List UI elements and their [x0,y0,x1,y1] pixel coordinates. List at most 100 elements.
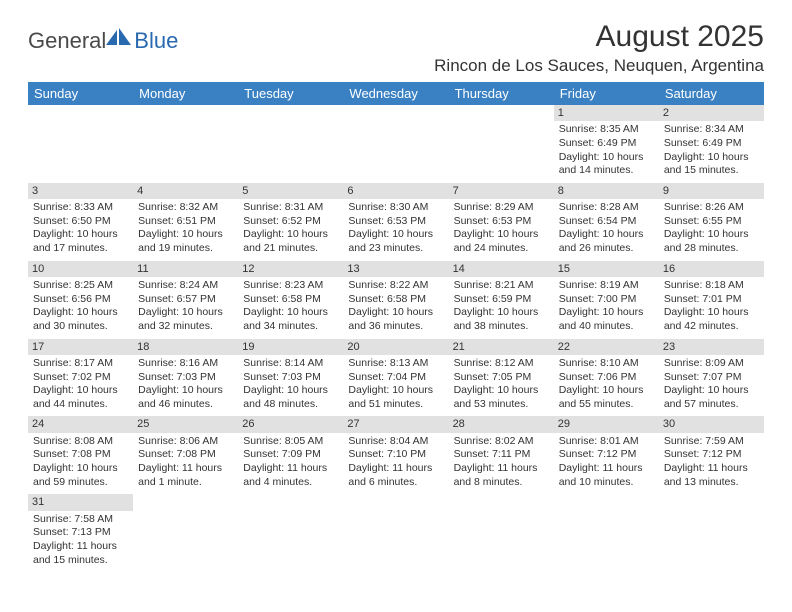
day-number: 2 [659,105,764,121]
day-number: 9 [659,183,764,199]
title-block: August 2025 Rincon de Los Sauces, Neuque… [434,20,764,76]
day-number: 8 [554,183,659,199]
sunset-text: Sunset: 6:52 PM [243,215,338,229]
dl1-text: Daylight: 10 hours [138,384,233,398]
sunset-text: Sunset: 7:12 PM [664,448,759,462]
day-number: 23 [659,339,764,355]
calendar-cell: 25Sunrise: 8:06 AMSunset: 7:08 PMDayligh… [133,416,238,494]
weekday-header: Wednesday [343,82,448,105]
dl1-text: Daylight: 11 hours [138,462,233,476]
day-number: 3 [28,183,133,199]
dl1-text: Daylight: 10 hours [559,306,654,320]
dl1-text: Daylight: 10 hours [33,462,128,476]
dl1-text: Daylight: 10 hours [138,306,233,320]
sunrise-text: Sunrise: 8:33 AM [33,201,128,215]
calendar-cell: 8Sunrise: 8:28 AMSunset: 6:54 PMDaylight… [554,183,659,261]
day-number: 22 [554,339,659,355]
dl2-text: and 30 minutes. [33,320,128,334]
dl2-text: and 17 minutes. [33,242,128,256]
sunrise-text: Sunrise: 8:09 AM [664,357,759,371]
day-number: 24 [28,416,133,432]
weekday-header: Saturday [659,82,764,105]
dl2-text: and 36 minutes. [348,320,443,334]
dl2-text: and 59 minutes. [33,476,128,490]
dl2-text: and 55 minutes. [559,398,654,412]
calendar-cell: 28Sunrise: 8:02 AMSunset: 7:11 PMDayligh… [449,416,554,494]
sunrise-text: Sunrise: 8:35 AM [559,123,654,137]
dl1-text: Daylight: 10 hours [348,228,443,242]
dl1-text: Daylight: 10 hours [138,228,233,242]
sunrise-text: Sunrise: 8:06 AM [138,435,233,449]
calendar-week-row: 17Sunrise: 8:17 AMSunset: 7:02 PMDayligh… [28,339,764,417]
dl1-text: Daylight: 10 hours [664,151,759,165]
day-number: 15 [554,261,659,277]
dl2-text: and 46 minutes. [138,398,233,412]
dl2-text: and 34 minutes. [243,320,338,334]
calendar-cell: 10Sunrise: 8:25 AMSunset: 6:56 PMDayligh… [28,261,133,339]
dl2-text: and 51 minutes. [348,398,443,412]
sunrise-text: Sunrise: 8:17 AM [33,357,128,371]
sunset-text: Sunset: 6:55 PM [664,215,759,229]
dl1-text: Daylight: 11 hours [33,540,128,554]
sail-icon [106,28,132,46]
dl2-text: and 10 minutes. [559,476,654,490]
day-number: 14 [449,261,554,277]
dl2-text: and 53 minutes. [454,398,549,412]
calendar-cell: 22Sunrise: 8:10 AMSunset: 7:06 PMDayligh… [554,339,659,417]
weekday-header: Friday [554,82,659,105]
dl1-text: Daylight: 10 hours [664,384,759,398]
sunset-text: Sunset: 6:49 PM [559,137,654,151]
day-number: 1 [554,105,659,121]
sunrise-text: Sunrise: 8:02 AM [454,435,549,449]
dl2-text: and 26 minutes. [559,242,654,256]
calendar-cell: 16Sunrise: 8:18 AMSunset: 7:01 PMDayligh… [659,261,764,339]
dl2-text: and 28 minutes. [664,242,759,256]
day-number: 5 [238,183,343,199]
dl2-text: and 21 minutes. [243,242,338,256]
sunset-text: Sunset: 7:06 PM [559,371,654,385]
day-number: 6 [343,183,448,199]
sunrise-text: Sunrise: 8:31 AM [243,201,338,215]
dl1-text: Daylight: 10 hours [348,306,443,320]
sunset-text: Sunset: 7:03 PM [138,371,233,385]
calendar-week-row: 3Sunrise: 8:33 AMSunset: 6:50 PMDaylight… [28,183,764,261]
calendar-cell: 21Sunrise: 8:12 AMSunset: 7:05 PMDayligh… [449,339,554,417]
dl2-text: and 24 minutes. [454,242,549,256]
dl2-text: and 32 minutes. [138,320,233,334]
calendar-cell: 18Sunrise: 8:16 AMSunset: 7:03 PMDayligh… [133,339,238,417]
dl2-text: and 44 minutes. [33,398,128,412]
sunset-text: Sunset: 6:56 PM [33,293,128,307]
sunset-text: Sunset: 7:13 PM [33,526,128,540]
sunset-text: Sunset: 7:03 PM [243,371,338,385]
dl1-text: Daylight: 10 hours [559,228,654,242]
sunset-text: Sunset: 7:12 PM [559,448,654,462]
day-number: 28 [449,416,554,432]
sunrise-text: Sunrise: 8:08 AM [33,435,128,449]
dl1-text: Daylight: 10 hours [664,228,759,242]
dl2-text: and 6 minutes. [348,476,443,490]
calendar-table: SundayMondayTuesdayWednesdayThursdayFrid… [28,82,764,572]
page-title: August 2025 [434,20,764,54]
weekday-header: Thursday [449,82,554,105]
dl1-text: Daylight: 10 hours [33,384,128,398]
calendar-cell: 29Sunrise: 8:01 AMSunset: 7:12 PMDayligh… [554,416,659,494]
dl2-text: and 57 minutes. [664,398,759,412]
sunrise-text: Sunrise: 8:34 AM [664,123,759,137]
calendar-week-row: 24Sunrise: 8:08 AMSunset: 7:08 PMDayligh… [28,416,764,494]
logo-text-blue: Blue [134,28,178,54]
dl2-text: and 8 minutes. [454,476,549,490]
dl1-text: Daylight: 10 hours [33,228,128,242]
sunset-text: Sunset: 6:53 PM [348,215,443,229]
calendar-cell: 30Sunrise: 7:59 AMSunset: 7:12 PMDayligh… [659,416,764,494]
calendar-week-row: 1 Sunrise: 8:35 AMSunset: 6:49 PM Daylight… [28,105,764,183]
sunrise-text: Sunrise: 8:16 AM [138,357,233,371]
sunrise-text: Sunrise: 7:59 AM [664,435,759,449]
sunrise-text: Sunrise: 8:30 AM [348,201,443,215]
dl1-text: Daylight: 10 hours [243,384,338,398]
day-number: 25 [133,416,238,432]
calendar-cell: 31Sunrise: 7:58 AMSunset: 7:13 PMDayligh… [28,494,133,572]
calendar-cell: 17Sunrise: 8:17 AMSunset: 7:02 PMDayligh… [28,339,133,417]
calendar-cell [238,105,343,183]
calendar-cell: 5Sunrise: 8:31 AMSunset: 6:52 PMDaylight… [238,183,343,261]
day-number: 16 [659,261,764,277]
